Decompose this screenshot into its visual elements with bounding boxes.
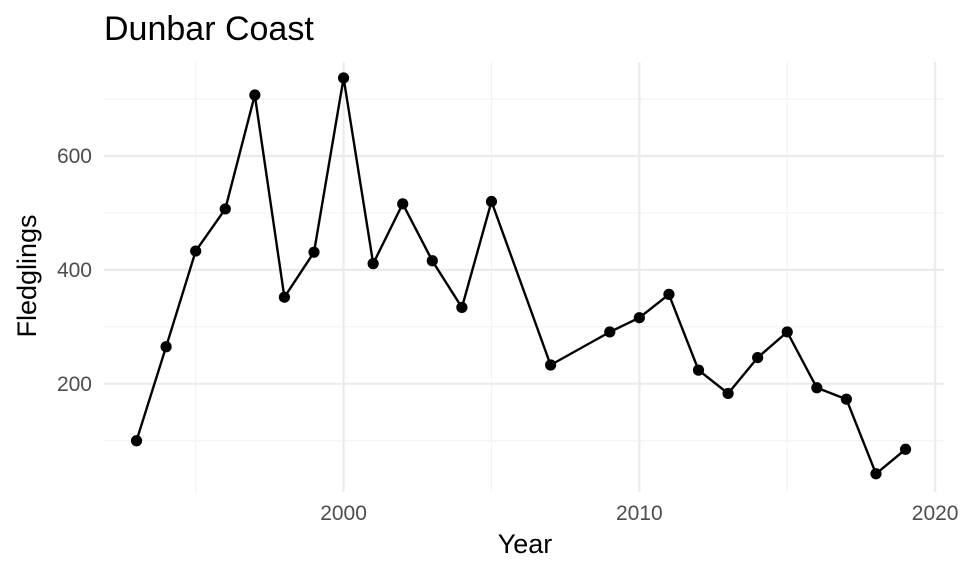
data-point [278,291,291,303]
tick-labels: 200 400 600 2000 2010 2020 [57,145,959,525]
data-point [367,258,379,270]
data-point [456,301,468,314]
grid [104,62,944,492]
data-point [752,351,764,364]
data-point [308,246,320,258]
data-point [633,312,645,324]
data-point [811,382,823,394]
y-tick-label: 600 [57,145,92,168]
x-axis-title: Year [498,529,553,559]
data-point [485,195,498,208]
series-line [135,76,907,475]
data-point [781,326,793,338]
data-point [397,198,409,210]
data-point [870,468,882,480]
y-tick-label: 200 [57,373,92,396]
data-point [722,387,734,400]
data-point [692,364,705,376]
data-point [899,443,912,455]
data-point [130,435,143,447]
y-tick-label: 400 [57,259,92,282]
data-point [337,72,350,84]
data-point [190,245,202,257]
data-point [840,393,852,405]
data-point [249,89,261,101]
series [130,72,912,480]
x-tick-label: 2000 [320,502,367,525]
data-point [663,288,675,300]
data-point [545,359,557,371]
x-tick-label: 2020 [912,502,959,525]
chart-title: Dunbar Coast [104,10,314,48]
data-point [160,341,172,353]
y-axis-title: Fledglings [12,214,42,337]
data-point [604,326,616,338]
data-point [219,203,231,215]
data-point [426,255,438,267]
x-tick-label: 2010 [616,502,663,525]
